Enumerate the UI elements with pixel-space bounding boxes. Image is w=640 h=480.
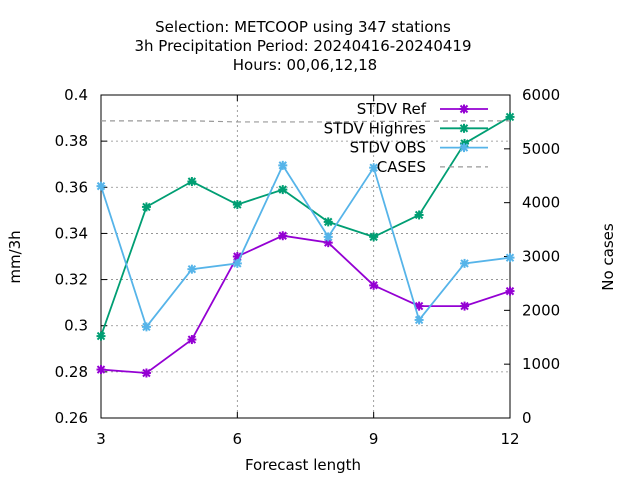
y-tick-label: 0.36 (55, 178, 88, 196)
y-tick-label: 0.4 (64, 86, 88, 104)
y-tick-label: 0.3 (64, 317, 88, 335)
legend-label-cases: CASES (377, 158, 426, 176)
y2-tick-label: 4000 (522, 194, 560, 212)
data-point-stdv-highres (141, 202, 151, 212)
y-tick-label: 0.34 (55, 224, 88, 242)
y2-tick-label: 0 (522, 409, 532, 427)
plot-frame (100, 94, 511, 419)
chart-title-line-3: Hours: 00,06,12,18 (233, 56, 377, 74)
data-point-stdv-highres (414, 210, 424, 220)
data-point-stdv-ref (187, 335, 197, 345)
series-stdv-highres (96, 112, 515, 341)
data-point-stdv-highres (96, 331, 106, 341)
y2-axis-label: No cases (599, 223, 617, 291)
y-tick-label: 0.28 (55, 363, 88, 381)
data-point-stdv-highres (369, 232, 379, 242)
series-line-stdv-highres (100, 116, 511, 337)
data-point-stdv-obs (460, 258, 470, 268)
data-point-stdv-ref (460, 301, 470, 311)
data-point-stdv-obs (141, 322, 151, 332)
legend-label-stdv-ref: STDV Ref (357, 100, 427, 118)
data-point-stdv-ref (505, 286, 515, 296)
series-line-stdv-obs (100, 163, 511, 329)
data-point-stdv-obs (505, 253, 515, 263)
data-point-stdv-obs (96, 181, 106, 191)
data-point-stdv-ref (369, 280, 379, 290)
data-point-stdv-obs (278, 160, 288, 170)
data-point-stdv-obs (323, 232, 333, 242)
y2-tick-label: 5000 (522, 140, 560, 158)
series-stdv-obs (96, 160, 515, 332)
legend-label-stdv-obs: STDV OBS (350, 139, 426, 157)
legend-marker-stdv-highres (459, 123, 469, 133)
series-line-stdv-ref (100, 234, 511, 374)
legend-label-stdv-highres: STDV Highres (324, 119, 427, 137)
x-axis-label: Forecast length (245, 456, 361, 474)
data-point-stdv-obs (369, 163, 379, 173)
data-point-stdv-obs (414, 315, 424, 325)
data-point-stdv-ref (96, 365, 106, 375)
data-point-stdv-highres (278, 185, 288, 195)
y2-tick-label: 6000 (522, 86, 560, 104)
data-point-stdv-highres (232, 200, 242, 210)
x-tick-label: 6 (233, 430, 243, 448)
series-stdv-ref (96, 231, 515, 378)
y2-tick-label: 2000 (522, 301, 560, 319)
data-point-stdv-highres (187, 177, 197, 187)
legend-marker-stdv-obs (459, 143, 469, 153)
axis-ticks: 0.26 0.28 0.3 0.32 0.34 0.36 0.38 0.4 3 6 9 120 1000… (55, 86, 561, 448)
y-tick-label: 0.26 (55, 409, 88, 427)
data-point-stdv-ref (141, 368, 151, 378)
y2-tick-label: 1000 (522, 355, 560, 373)
grid (101, 95, 510, 418)
chart-title-line-2: 3h Precipitation Period: 20240416-202404… (134, 37, 471, 55)
series-cases (101, 120, 510, 123)
data-point-stdv-ref (414, 301, 424, 311)
x-tick-label: 9 (369, 430, 379, 448)
legend-marker-stdv-ref (459, 104, 469, 114)
series-group (96, 112, 515, 378)
y-axis-label: mm/3h (6, 230, 24, 283)
y-tick-label: 0.32 (55, 271, 88, 289)
data-point-stdv-obs (187, 264, 197, 274)
y2-tick-label: 3000 (522, 248, 560, 266)
data-point-stdv-highres (505, 112, 515, 122)
data-point-stdv-obs (232, 258, 242, 268)
x-tick-label: 12 (500, 430, 519, 448)
y-tick-label: 0.38 (55, 132, 88, 150)
x-tick-label: 3 (96, 430, 106, 448)
series-line-cases (101, 120, 510, 123)
data-point-stdv-ref (278, 231, 288, 241)
chart-title-line-1: Selection: METCOOP using 347 stations (155, 18, 451, 36)
data-point-stdv-highres (323, 217, 333, 227)
